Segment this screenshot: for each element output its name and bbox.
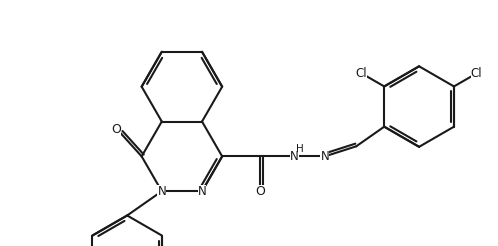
Text: H: H — [296, 144, 304, 154]
Text: Cl: Cl — [356, 67, 368, 80]
Text: N: N — [157, 185, 166, 198]
Text: N: N — [290, 150, 299, 163]
Text: O: O — [255, 184, 265, 198]
Text: O: O — [112, 123, 122, 136]
Text: N: N — [198, 185, 206, 198]
Text: N: N — [320, 150, 329, 163]
Text: Cl: Cl — [471, 67, 483, 80]
